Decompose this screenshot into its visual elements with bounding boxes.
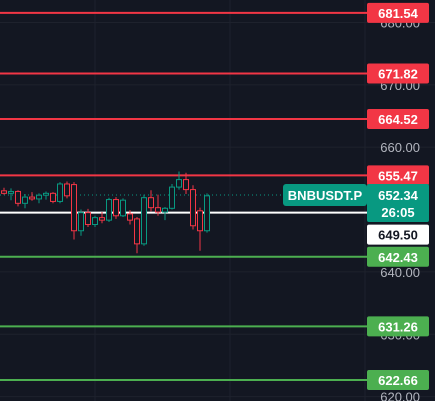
support-level-2-badge [367, 370, 429, 391]
support-level-0-label: 642.43 [378, 250, 418, 265]
candle-down[interactable] [190, 189, 196, 227]
candle-down[interactable] [134, 218, 140, 245]
candle-up[interactable] [141, 197, 147, 245]
candle-up[interactable] [36, 194, 42, 200]
candle-down[interactable] [127, 213, 133, 221]
candle-up[interactable] [120, 199, 126, 217]
candle-up[interactable] [57, 183, 63, 202]
candle-down[interactable] [50, 192, 56, 202]
resistance-level-0-badge [367, 2, 429, 23]
resistance-level-3-badge [367, 165, 429, 186]
resistance-level-0-label: 681.54 [378, 6, 419, 21]
candle-down[interactable] [148, 197, 154, 209]
candle-up[interactable] [78, 212, 84, 232]
candle-down[interactable] [1, 190, 7, 194]
resistance-level-2-label: 664.52 [378, 112, 418, 127]
marked-level-badge [367, 224, 429, 245]
candle-down[interactable] [183, 179, 189, 191]
candle-up[interactable] [92, 217, 98, 226]
marked-level-label: 649.50 [378, 228, 418, 243]
candle-down[interactable] [197, 210, 203, 232]
price-tick-label: 640.00 [380, 265, 420, 280]
price-badges: 681.54 671.82 664.52 655.47 642.43 631.26 622.… [283, 2, 429, 391]
symbol-badge [283, 183, 367, 206]
candle-up[interactable] [176, 179, 182, 188]
resistance-level-1-label: 671.82 [378, 66, 418, 81]
price-tick-label: 660.00 [380, 140, 420, 155]
candle-up[interactable] [204, 195, 210, 232]
level-lines[interactable] [0, 11, 367, 382]
candle-up[interactable] [162, 207, 168, 213]
candle-down[interactable] [85, 212, 91, 226]
candle-down[interactable] [99, 217, 105, 221]
last-price-label: 652.34 [378, 188, 419, 203]
support-level-1-label: 631.26 [378, 319, 418, 334]
candle-down[interactable] [155, 207, 161, 213]
resistance-level-2-badge [367, 108, 429, 129]
resistance-level-1-badge [367, 63, 429, 84]
support-level-1-badge [367, 316, 429, 337]
symbol-label: BNBUSDT.P [288, 188, 363, 203]
candle-up[interactable] [169, 186, 175, 209]
last-price-badge [367, 183, 429, 222]
candle-down[interactable] [29, 196, 35, 200]
candle-up[interactable] [22, 196, 28, 204]
candle-up[interactable] [8, 190, 14, 194]
price-tick-label: 620.00 [380, 390, 420, 401]
candle-up[interactable] [43, 192, 49, 196]
candle-down[interactable] [113, 199, 119, 217]
candle-down[interactable] [15, 190, 21, 204]
candle-down[interactable] [64, 183, 70, 197]
support-level-2-label: 622.66 [378, 373, 418, 388]
candle-down[interactable] [71, 184, 77, 232]
support-level-0-badge [367, 246, 429, 267]
candle-countdown-label: 26:05 [381, 205, 414, 220]
resistance-level-3-label: 655.47 [378, 168, 418, 183]
candle-up[interactable] [106, 199, 112, 221]
candles[interactable] [1, 171, 210, 254]
